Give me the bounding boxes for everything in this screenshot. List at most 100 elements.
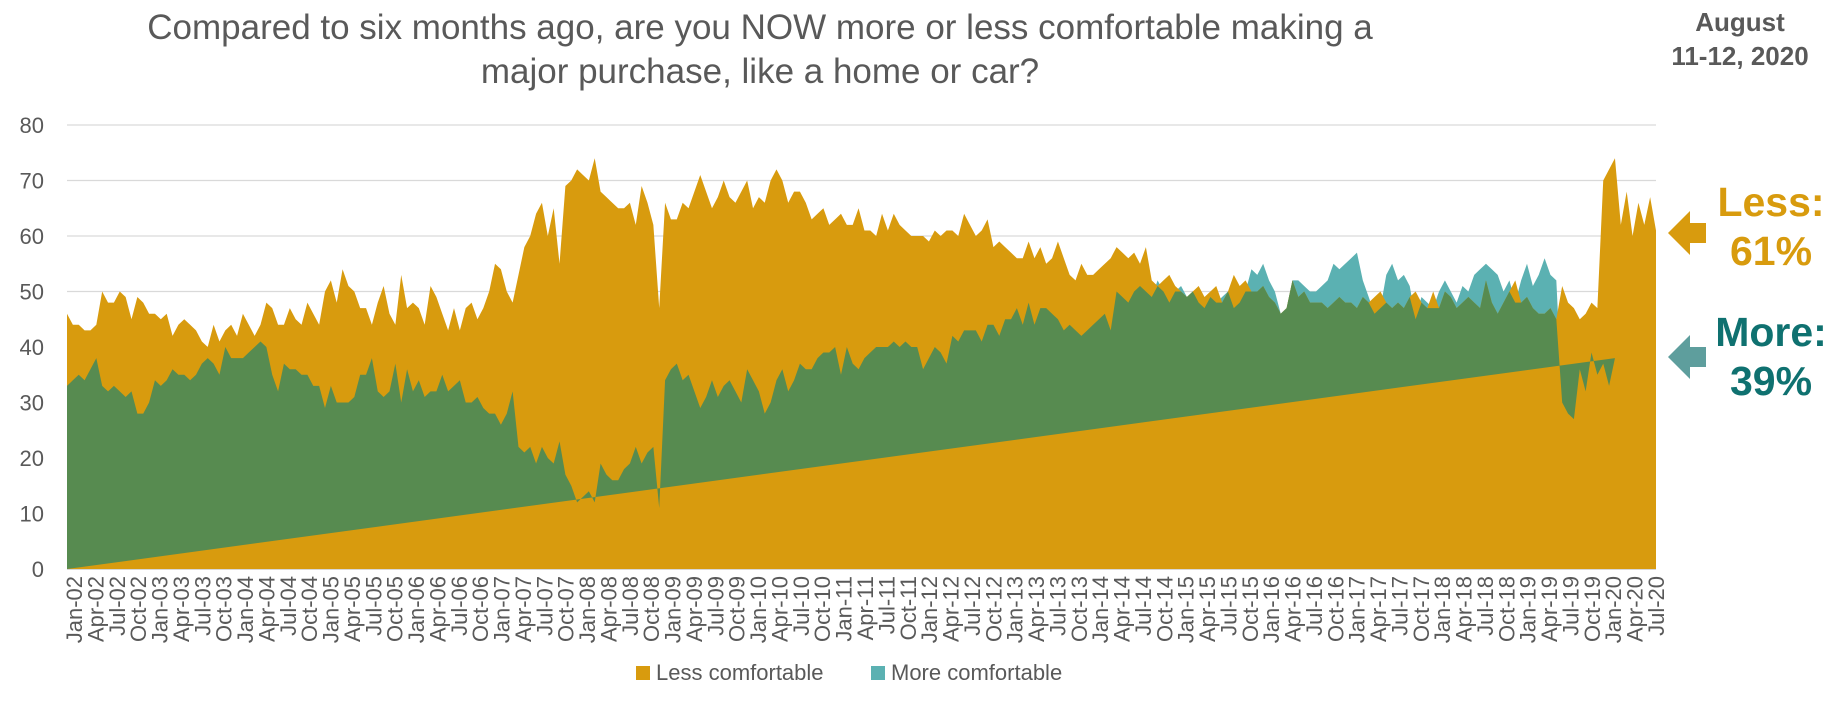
x-tick-label: Apr-18 — [1452, 576, 1477, 642]
x-tick-label: Jul-06 — [447, 576, 472, 636]
x-tick-label: Jan-03 — [148, 576, 173, 643]
x-tick-label: Apr-05 — [340, 576, 365, 642]
x-tick-label: Jan-17 — [1345, 576, 1370, 643]
x-tick-label: Oct-18 — [1494, 576, 1519, 642]
x-tick-label: Jan-19 — [1516, 576, 1541, 643]
x-tick-label: Oct-10 — [810, 576, 835, 642]
x-tick-label: Jan-11 — [832, 576, 857, 642]
date-note-line-1: August — [1695, 7, 1785, 37]
x-tick-label: Jul-16 — [1302, 576, 1327, 636]
x-tick-label: Oct-09 — [725, 576, 750, 642]
more-callout-value: 39% — [1729, 358, 1813, 404]
x-tick-label: Oct-17 — [1409, 576, 1434, 642]
x-tick-label: Jan-15 — [1174, 576, 1199, 643]
x-tick-label: Apr-15 — [1195, 576, 1220, 642]
x-tick-label: Jul-07 — [532, 576, 557, 636]
x-tick-label: Jul-14 — [1131, 576, 1156, 636]
x-tick-label: Apr-14 — [1110, 576, 1135, 642]
x-tick-label: Jan-04 — [233, 576, 258, 643]
x-tick-label: Oct-13 — [1067, 576, 1092, 642]
x-tick-label: Apr-04 — [254, 576, 279, 642]
x-tick-label: Oct-19 — [1580, 576, 1605, 642]
y-tick-label: 0 — [32, 557, 44, 582]
plot-areas — [67, 158, 1656, 570]
x-tick-label: Apr-19 — [1537, 576, 1562, 642]
y-tick-label: 20 — [20, 446, 44, 471]
x-tick-label: Oct-15 — [1238, 576, 1263, 642]
y-tick-label: 10 — [20, 502, 44, 527]
y-tick-label: 60 — [20, 224, 44, 249]
x-tick-label: Jul-03 — [190, 576, 215, 636]
x-tick-label: Jul-17 — [1388, 576, 1413, 636]
y-tick-label: 40 — [20, 335, 44, 360]
x-tick-label: Jan-10 — [746, 576, 771, 643]
x-tick-label: Apr-07 — [511, 576, 536, 642]
x-tick-label: Jan-06 — [404, 576, 429, 643]
x-tick-label: Apr-16 — [1281, 576, 1306, 642]
x-tick-label: Apr-17 — [1366, 576, 1391, 642]
overlap-area — [67, 280, 1615, 569]
y-tick-label: 80 — [20, 113, 44, 138]
x-tick-label: Oct-12 — [981, 576, 1006, 642]
x-tick-label: Jul-11 — [874, 576, 899, 634]
x-tick-label: Jul-02 — [105, 576, 130, 636]
more-callout-label: More: — [1715, 309, 1827, 355]
legend-swatch-less — [636, 666, 650, 680]
less-callout: Less: 61% — [1700, 178, 1842, 276]
x-tick-label: Jul-08 — [618, 576, 643, 636]
x-tick-label: Apr-13 — [1024, 576, 1049, 642]
y-axis: 0 10 20 30 40 50 60 70 80 — [20, 113, 44, 582]
x-tick-label: Jul-13 — [1045, 576, 1070, 636]
callout-arrows — [1668, 211, 1706, 379]
legend-swatch-more — [871, 666, 885, 680]
y-tick-label: 50 — [20, 280, 44, 305]
x-tick-label: Jan-07 — [490, 576, 515, 643]
x-tick-label: Oct-11 — [896, 576, 921, 640]
y-tick-label: 70 — [20, 169, 44, 194]
x-tick-label: Oct-05 — [383, 576, 408, 642]
more-callout: More: 39% — [1700, 308, 1842, 406]
x-tick-label: Jan-09 — [661, 576, 686, 643]
x-tick-label: Oct-03 — [212, 576, 237, 642]
x-tick-label: Apr-06 — [425, 576, 450, 642]
x-tick-label: Jul-20 — [1644, 576, 1669, 636]
x-tick-label: Oct-07 — [554, 576, 579, 642]
legend: Less comfortable More comfortable — [636, 660, 1062, 685]
x-tick-label: Jul-19 — [1559, 576, 1584, 636]
x-tick-label: Jul-05 — [361, 576, 386, 636]
x-tick-label: Oct-02 — [126, 576, 151, 642]
x-tick-label: Oct-06 — [468, 576, 493, 642]
x-tick-label: Apr-20 — [1623, 576, 1648, 642]
x-tick-label: Jan-02 — [62, 576, 87, 643]
chart-title-line-1: Compared to six months ago, are you NOW … — [147, 8, 1373, 47]
x-tick-label: Oct-04 — [297, 576, 322, 642]
x-tick-label: Apr-03 — [169, 576, 194, 642]
x-tick-label: Jan-18 — [1430, 576, 1455, 643]
x-tick-label: Jan-13 — [1003, 576, 1028, 643]
x-tick-label: Jul-18 — [1473, 576, 1498, 636]
legend-label-more: More comfortable — [891, 660, 1062, 685]
x-tick-label: Jul-04 — [276, 576, 301, 636]
less-callout-value: 61% — [1729, 228, 1813, 274]
x-tick-label: Apr-02 — [83, 576, 108, 642]
x-tick-label: Apr-08 — [597, 576, 622, 642]
x-tick-label: Oct-16 — [1323, 576, 1348, 642]
x-tick-label: Apr-10 — [768, 576, 793, 642]
x-tick-label: Apr-12 — [939, 576, 964, 642]
x-tick-label: Jan-16 — [1259, 576, 1284, 643]
x-tick-label: Jul-15 — [1216, 576, 1241, 636]
date-note-line-2: 11-12, 2020 — [1671, 41, 1809, 71]
x-tick-label: Oct-08 — [639, 576, 664, 642]
legend-label-less: Less comfortable — [656, 660, 824, 685]
x-tick-label: Jan-12 — [917, 576, 942, 643]
y-tick-label: 30 — [20, 391, 44, 416]
x-tick-label: Oct-14 — [1152, 576, 1177, 642]
x-tick-label: Jan-14 — [1088, 576, 1113, 643]
less-arrow-icon — [1668, 211, 1706, 255]
less-callout-label: Less: — [1717, 179, 1825, 225]
x-tick-label: Jul-12 — [960, 576, 985, 636]
x-tick-label: Apr-09 — [682, 576, 707, 642]
x-tick-label: Jul-09 — [703, 576, 728, 636]
x-tick-label: Jul-10 — [789, 576, 814, 636]
x-tick-label: Jan-05 — [319, 576, 344, 643]
